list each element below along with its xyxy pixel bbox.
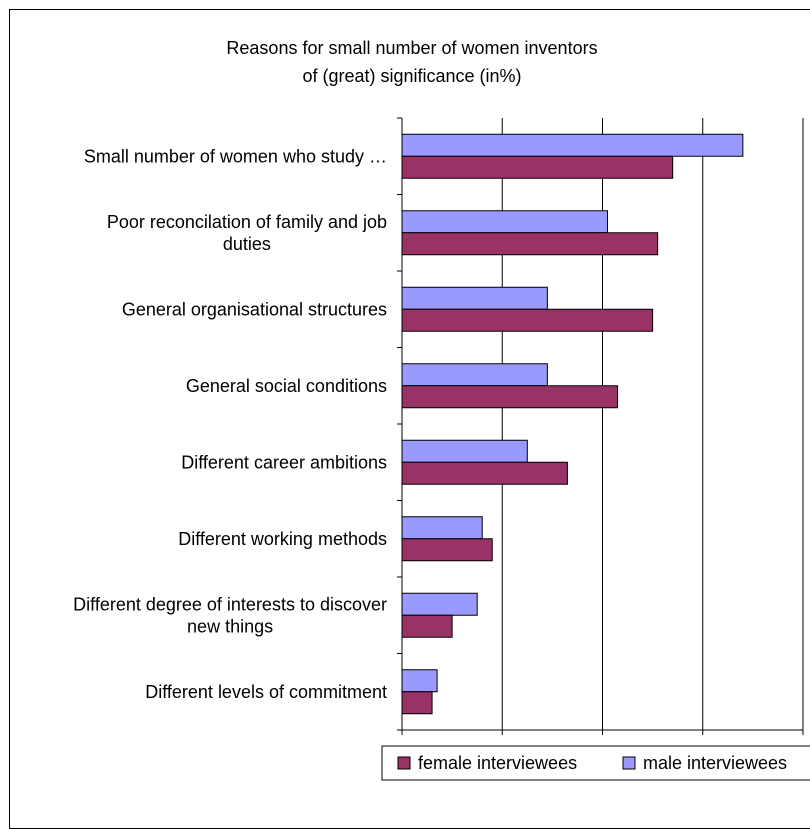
category-label: Different career ambitions	[181, 452, 387, 472]
bar-female	[401, 385, 619, 409]
bar-female	[401, 155, 674, 179]
bar-female	[401, 538, 493, 562]
bar-female	[401, 308, 654, 332]
category-label: General organisational structures	[122, 299, 387, 319]
bar-female	[401, 232, 659, 256]
category-label: General social conditions	[186, 376, 387, 396]
category-label: Small number of women who study …	[84, 146, 387, 166]
category-label: Different degree of interests to discove…	[73, 594, 387, 614]
category-label: duties	[223, 234, 271, 254]
category-label: Different working methods	[178, 529, 387, 549]
legend-box	[381, 745, 810, 781]
bar-female	[401, 614, 453, 638]
bar-male	[401, 133, 744, 157]
bar-male	[401, 516, 483, 540]
category-label: new things	[187, 616, 273, 636]
legend-swatch-male	[622, 756, 636, 770]
bar-male	[401, 210, 609, 234]
bar-male	[401, 286, 548, 310]
bar-female	[401, 691, 433, 715]
bar-male	[401, 439, 528, 463]
legend-swatch-female	[397, 756, 411, 770]
bar-female	[401, 461, 568, 485]
bar-male	[401, 669, 438, 693]
category-label: Different levels of commitment	[145, 682, 387, 702]
chart-title-line: of (great) significance (in%)	[302, 66, 521, 86]
legend-label-female: female interviewees	[418, 753, 577, 773]
bar-male	[401, 363, 548, 387]
legend-label-male: male interviewees	[643, 753, 787, 773]
category-label: Poor reconcilation of family and job	[107, 212, 387, 232]
chart-title-line: Reasons for small number of women invent…	[226, 38, 597, 58]
bar-male	[401, 592, 478, 616]
